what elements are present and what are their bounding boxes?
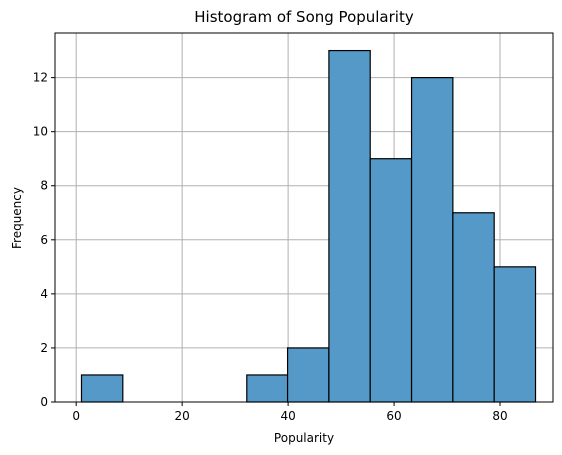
histogram-bar-0: [80, 374, 124, 403]
y-axis-label: Frequency: [10, 187, 24, 249]
y-tick-label: 10: [33, 125, 48, 139]
x-tick-label: 60: [386, 409, 401, 423]
plot-frame: [54, 32, 554, 403]
x-axis-label: Popularity: [274, 431, 334, 445]
y-tick-label: 4: [40, 287, 48, 301]
ticks-layer: 0 20 40 60 80 0 2 4 6 8 10 12: [33, 71, 508, 423]
histogram-bar-9: [452, 212, 495, 403]
x-tick-label: 20: [175, 409, 190, 423]
x-tick-label: 80: [492, 409, 507, 423]
y-tick-label: 2: [40, 341, 48, 355]
x-tick-label: 0: [72, 409, 80, 423]
histogram-bar-10: [493, 266, 537, 403]
histogram-bar-8: [410, 77, 454, 403]
histogram-bar-4: [246, 374, 289, 403]
y-tick-label: 0: [40, 395, 48, 409]
histogram-bar-5: [286, 347, 330, 403]
histogram-bar-7: [369, 158, 413, 403]
chart-title: Histogram of Song Popularity: [194, 8, 414, 26]
histogram-bar-6: [328, 49, 371, 403]
y-tick-label: 12: [33, 71, 48, 85]
y-tick-label: 6: [40, 233, 48, 247]
x-tick-label: 40: [280, 409, 295, 423]
bars-layer: [80, 49, 537, 403]
y-tick-label: 8: [40, 179, 48, 193]
